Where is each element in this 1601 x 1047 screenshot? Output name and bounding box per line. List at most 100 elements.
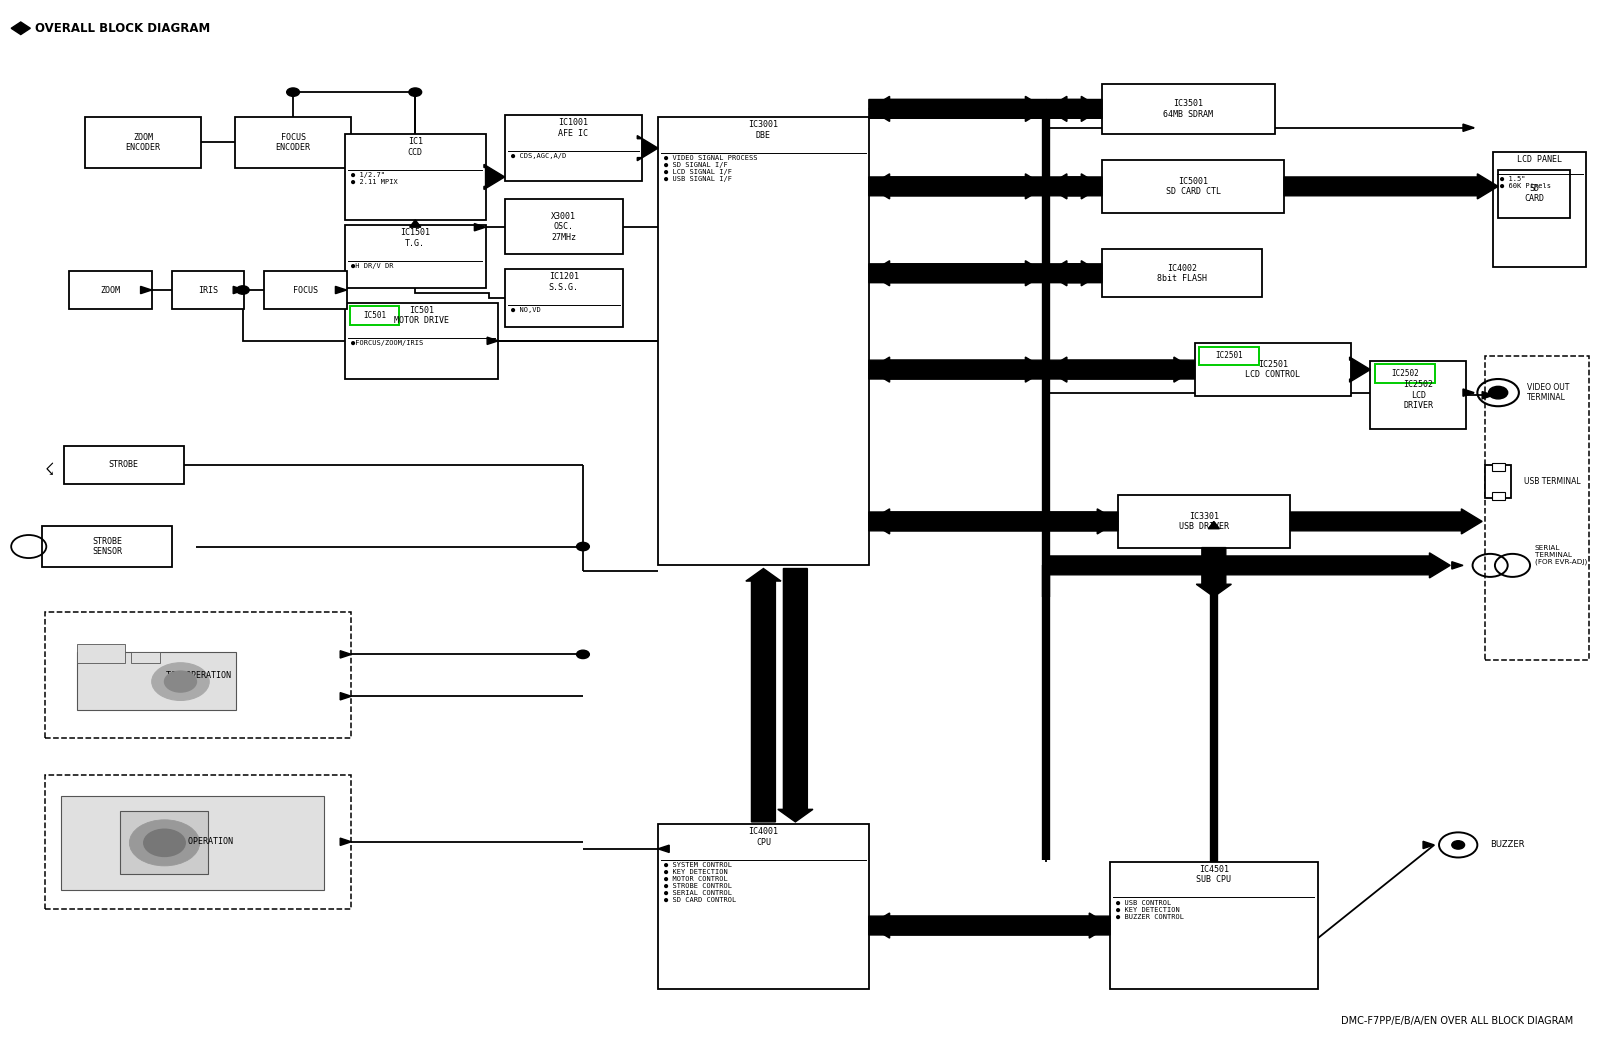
Text: IC1001
AFE IC: IC1001 AFE IC [559,118,589,138]
Text: STROBE: STROBE [109,461,139,469]
Polygon shape [487,337,498,344]
Bar [1101,160,1284,213]
Bar [1499,170,1571,218]
Bar [344,134,485,220]
Bar [1199,347,1258,365]
Text: IC5001
SD CARD CTL: IC5001 SD CARD CTL [1166,177,1220,196]
Bar [45,775,351,909]
Text: ZOOM
ENCODER: ZOOM ENCODER [125,133,160,152]
Text: SD
CARD: SD CARD [1524,184,1543,203]
Circle shape [152,663,210,700]
FancyArrow shape [869,174,1045,199]
Text: ● SYSTEM CONTROL
● KEY DETECTION
● MOTOR CONTROL
● STROBE CONTROL
● SERIAL CONTR: ● SYSTEM CONTROL ● KEY DETECTION ● MOTOR… [664,862,736,903]
Text: ●FORCUS/ZOOM/IRIS: ●FORCUS/ZOOM/IRIS [351,340,424,347]
Bar [45,612,351,738]
Bar [1492,492,1505,500]
Text: STROBE
SENSOR: STROBE SENSOR [91,537,122,556]
Polygon shape [1423,842,1434,848]
Text: IC3301
USB DRIVER: IC3301 USB DRIVER [1180,512,1230,531]
Bar [658,824,869,989]
Text: IC501
MOTOR DRIVE: IC501 MOTOR DRIVE [394,306,450,326]
FancyArrow shape [869,261,1045,286]
Text: IC501: IC501 [363,311,386,319]
Polygon shape [1463,389,1475,396]
FancyArrow shape [1045,174,1101,199]
Bar [64,446,184,484]
Bar [349,306,399,325]
FancyArrow shape [1045,553,1451,578]
Bar [344,225,485,288]
Text: IC4501
SUB CPU: IC4501 SUB CPU [1196,865,1231,885]
Polygon shape [1452,561,1463,570]
Circle shape [144,829,186,856]
Text: TOP OPERATION: TOP OPERATION [165,671,231,680]
Text: IC3001
DBE: IC3001 DBE [748,120,778,140]
Bar [42,526,173,567]
Text: X3001
OSC.
27MHz: X3001 OSC. 27MHz [551,211,576,242]
Bar [1486,465,1511,498]
Bar [69,271,152,309]
FancyArrow shape [869,174,1045,199]
Bar [1486,356,1590,660]
Circle shape [237,286,250,294]
Bar [1101,249,1262,297]
Text: FOCUS
ENCODER: FOCUS ENCODER [275,133,311,152]
Text: ● NO,VD: ● NO,VD [511,307,541,313]
FancyArrow shape [869,913,1109,938]
Bar [77,644,125,663]
FancyArrow shape [1196,548,1231,597]
Bar [504,199,623,254]
Bar [77,652,237,710]
Bar [61,796,325,890]
FancyArrow shape [484,164,504,190]
Polygon shape [335,287,346,293]
Polygon shape [339,651,351,659]
Circle shape [165,671,197,692]
Polygon shape [1463,125,1475,132]
Text: IC2501
LCD CONTROL: IC2501 LCD CONTROL [1246,360,1300,379]
FancyArrow shape [869,357,1045,382]
FancyArrow shape [637,136,658,161]
Text: ●H DR/V DR: ●H DR/V DR [351,263,394,269]
Bar [1101,84,1274,134]
Bar [85,117,202,168]
Bar [173,271,245,309]
Text: IC1
CCD: IC1 CCD [408,137,423,157]
FancyArrow shape [1045,261,1101,286]
Text: ● USB CONTROL
● KEY DETECTION
● BUZZER CONTROL: ● USB CONTROL ● KEY DETECTION ● BUZZER C… [1116,899,1185,919]
Text: VIDEO OUT
TERMINAL: VIDEO OUT TERMINAL [1527,383,1569,402]
FancyArrow shape [869,509,1117,534]
Bar [504,115,642,181]
Polygon shape [1483,392,1494,399]
Text: ● 1.5"
● 60K Pixels: ● 1.5" ● 60K Pixels [1500,176,1551,188]
FancyArrow shape [1045,174,1101,199]
FancyArrow shape [746,569,781,822]
Text: FOCUS: FOCUS [293,286,317,294]
Circle shape [287,88,299,96]
FancyArrow shape [1045,261,1101,286]
Bar [1117,495,1290,548]
Bar [1109,862,1318,989]
FancyArrow shape [869,357,1045,382]
Text: ● 1/2.7"
● 2.11 MPIX: ● 1/2.7" ● 2.11 MPIX [351,172,399,184]
FancyArrow shape [869,509,1117,534]
Circle shape [1452,841,1465,849]
Bar [131,652,160,663]
Polygon shape [474,224,485,231]
Polygon shape [234,287,245,293]
Circle shape [576,650,589,659]
Text: SERIAL
TERMINAL
(FOR EVR-ADJ): SERIAL TERMINAL (FOR EVR-ADJ) [1535,544,1587,565]
FancyArrow shape [869,96,1045,121]
Bar [120,811,208,874]
FancyArrow shape [1045,357,1194,382]
Bar [504,269,623,327]
Text: IC1201
S.S.G.: IC1201 S.S.G. [549,272,580,292]
Text: IRIS: IRIS [199,286,218,294]
FancyArrow shape [1284,174,1499,199]
Text: BUZZER: BUZZER [1491,841,1524,849]
Text: IC4001
CPU: IC4001 CPU [748,827,778,847]
Text: OVERALL BLOCK DIAGRAM: OVERALL BLOCK DIAGRAM [35,22,210,35]
FancyArrow shape [1290,509,1483,534]
Text: ● VIDEO SIGNAL PROCESS
● SD SIGNAL I/F
● LCD SIGNAL I/F
● USB SIGNAL I/F: ● VIDEO SIGNAL PROCESS ● SD SIGNAL I/F ●… [664,155,757,182]
Text: IC2502
LCD
DRIVER: IC2502 LCD DRIVER [1402,380,1433,410]
